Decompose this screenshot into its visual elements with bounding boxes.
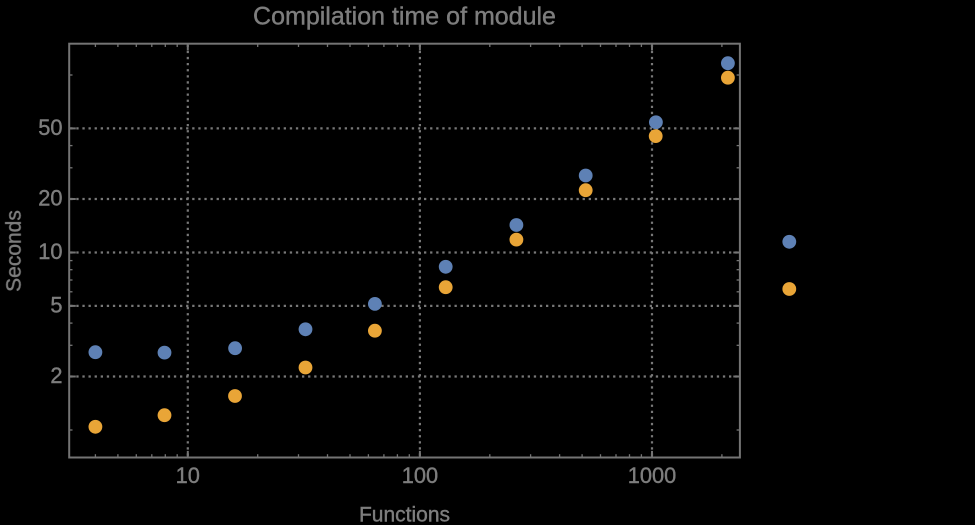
svg-text:5: 5	[50, 293, 62, 318]
svg-text:10: 10	[176, 463, 200, 488]
svg-text:1000: 1000	[628, 463, 677, 488]
svg-text:2: 2	[50, 363, 62, 388]
svg-text:100: 100	[402, 463, 438, 488]
svg-text:50: 50	[38, 115, 62, 140]
svg-text:10: 10	[38, 239, 62, 264]
svg-text:Compilation time of module: Compilation time of module	[253, 3, 556, 31]
svg-text:20: 20	[38, 186, 62, 211]
svg-text:Seconds: Seconds	[3, 210, 26, 292]
svg-text:Functions: Functions	[359, 504, 450, 525]
